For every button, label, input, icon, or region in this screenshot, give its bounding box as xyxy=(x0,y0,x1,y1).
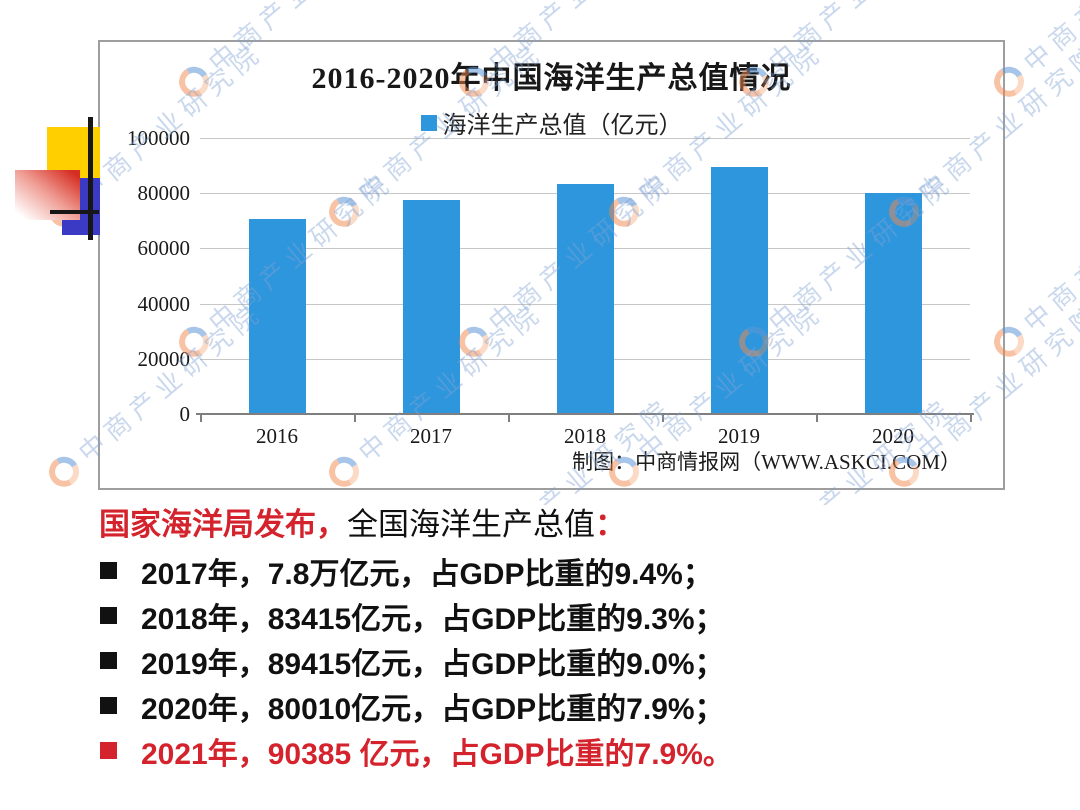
bar-2019 xyxy=(710,167,768,414)
square-bullet-icon xyxy=(100,562,117,579)
x-tick-label-2017: 2017 xyxy=(410,424,452,448)
heading-black-part: 全国海洋生产总值 xyxy=(347,507,595,542)
list-item-text: 2020年，80010亿元，占GDP比重的7.9%； xyxy=(141,692,725,726)
list-item-text: 2018年，83415亿元，占GDP比重的9.3%； xyxy=(141,602,725,636)
x-tick-label-2018: 2018 xyxy=(564,424,606,448)
x-axis-tick xyxy=(200,415,202,422)
summary-text-block: 国家海洋局发布，全国海洋生产总值： 2017年，7.8万亿元，占GDP比重的9.… xyxy=(99,501,733,773)
square-bullet-icon xyxy=(100,652,117,669)
list-item-text: 2019年，89415亿元，占GDP比重的9.0%； xyxy=(141,647,725,681)
x-axis-tick xyxy=(970,415,972,422)
x-axis-line xyxy=(196,413,974,415)
y-tick-label: 80000 xyxy=(137,181,191,206)
x-axis-tick xyxy=(816,415,818,422)
x-axis-tick xyxy=(662,415,664,422)
askci-c-logo-icon xyxy=(45,453,83,491)
chart-legend: 海洋生产总值（亿元） xyxy=(100,105,1003,140)
gridline-100000 xyxy=(200,138,970,139)
decor-horizontal-line xyxy=(50,210,99,214)
heading-red-colon: ： xyxy=(595,507,626,542)
x-tick-label-2016: 2016 xyxy=(256,424,298,448)
x-axis-tick xyxy=(354,415,356,422)
heading-red-part: 国家海洋局发布， xyxy=(99,507,347,542)
chart-title: 2016-2020年中国海洋生产总值情况 xyxy=(311,62,792,95)
square-bullet-icon xyxy=(100,742,117,759)
legend-label: 海洋生产总值（亿元） xyxy=(442,113,683,139)
x-axis-tick xyxy=(508,415,510,422)
bar-2020 xyxy=(864,193,922,414)
legend-swatch-icon xyxy=(420,114,437,131)
square-bullet-icon xyxy=(100,607,117,624)
x-tick-label-2019: 2019 xyxy=(718,424,760,448)
bar-2016 xyxy=(248,219,306,414)
list-item-2021: 2021年，90385 亿元，占GDP比重的7.9%。 xyxy=(99,728,733,773)
square-bullet-icon xyxy=(100,697,117,714)
list-item-text: 2017年，7.8万亿元，占GDP比重的9.4%； xyxy=(141,557,713,591)
watermark-text: 中商产业研究院 xyxy=(1017,166,1080,338)
chart-panel: 2016-2020年中国海洋生产总值情况 海洋生产总值（亿元） 0 20000 40… xyxy=(98,40,1005,490)
bar-2018 xyxy=(556,183,614,414)
list-item-text: 2021年，90385 亿元，占GDP比重的7.9%。 xyxy=(141,737,733,771)
list-item-2020: 2020年，80010亿元，占GDP比重的7.9%； xyxy=(99,683,733,728)
bar-2017 xyxy=(402,199,460,414)
chart-source-credit: 制图：中商情报网（WWW.ASKCI.COM） xyxy=(572,450,961,474)
y-tick-label: 40000 xyxy=(137,291,191,316)
decor-vertical-line xyxy=(88,117,93,240)
x-tick-label-2020: 2020 xyxy=(872,424,914,448)
plot-area xyxy=(200,138,970,414)
y-tick-label: 0 xyxy=(179,402,191,426)
list-item-2019: 2019年，89415亿元，占GDP比重的9.0%； xyxy=(99,638,733,683)
y-tick-label: 100000 xyxy=(127,126,190,150)
watermark-text: 中商产业研究院 xyxy=(1018,0,1080,78)
list-item-2017: 2017年，7.8万亿元，占GDP比重的9.4%； xyxy=(99,548,733,593)
y-tick-label: 20000 xyxy=(137,346,191,371)
y-tick-label: 60000 xyxy=(137,236,191,261)
list-item-2018: 2018年，83415亿元，占GDP比重的9.3%； xyxy=(99,593,733,638)
summary-heading: 国家海洋局发布，全国海洋生产总值： xyxy=(99,501,733,548)
